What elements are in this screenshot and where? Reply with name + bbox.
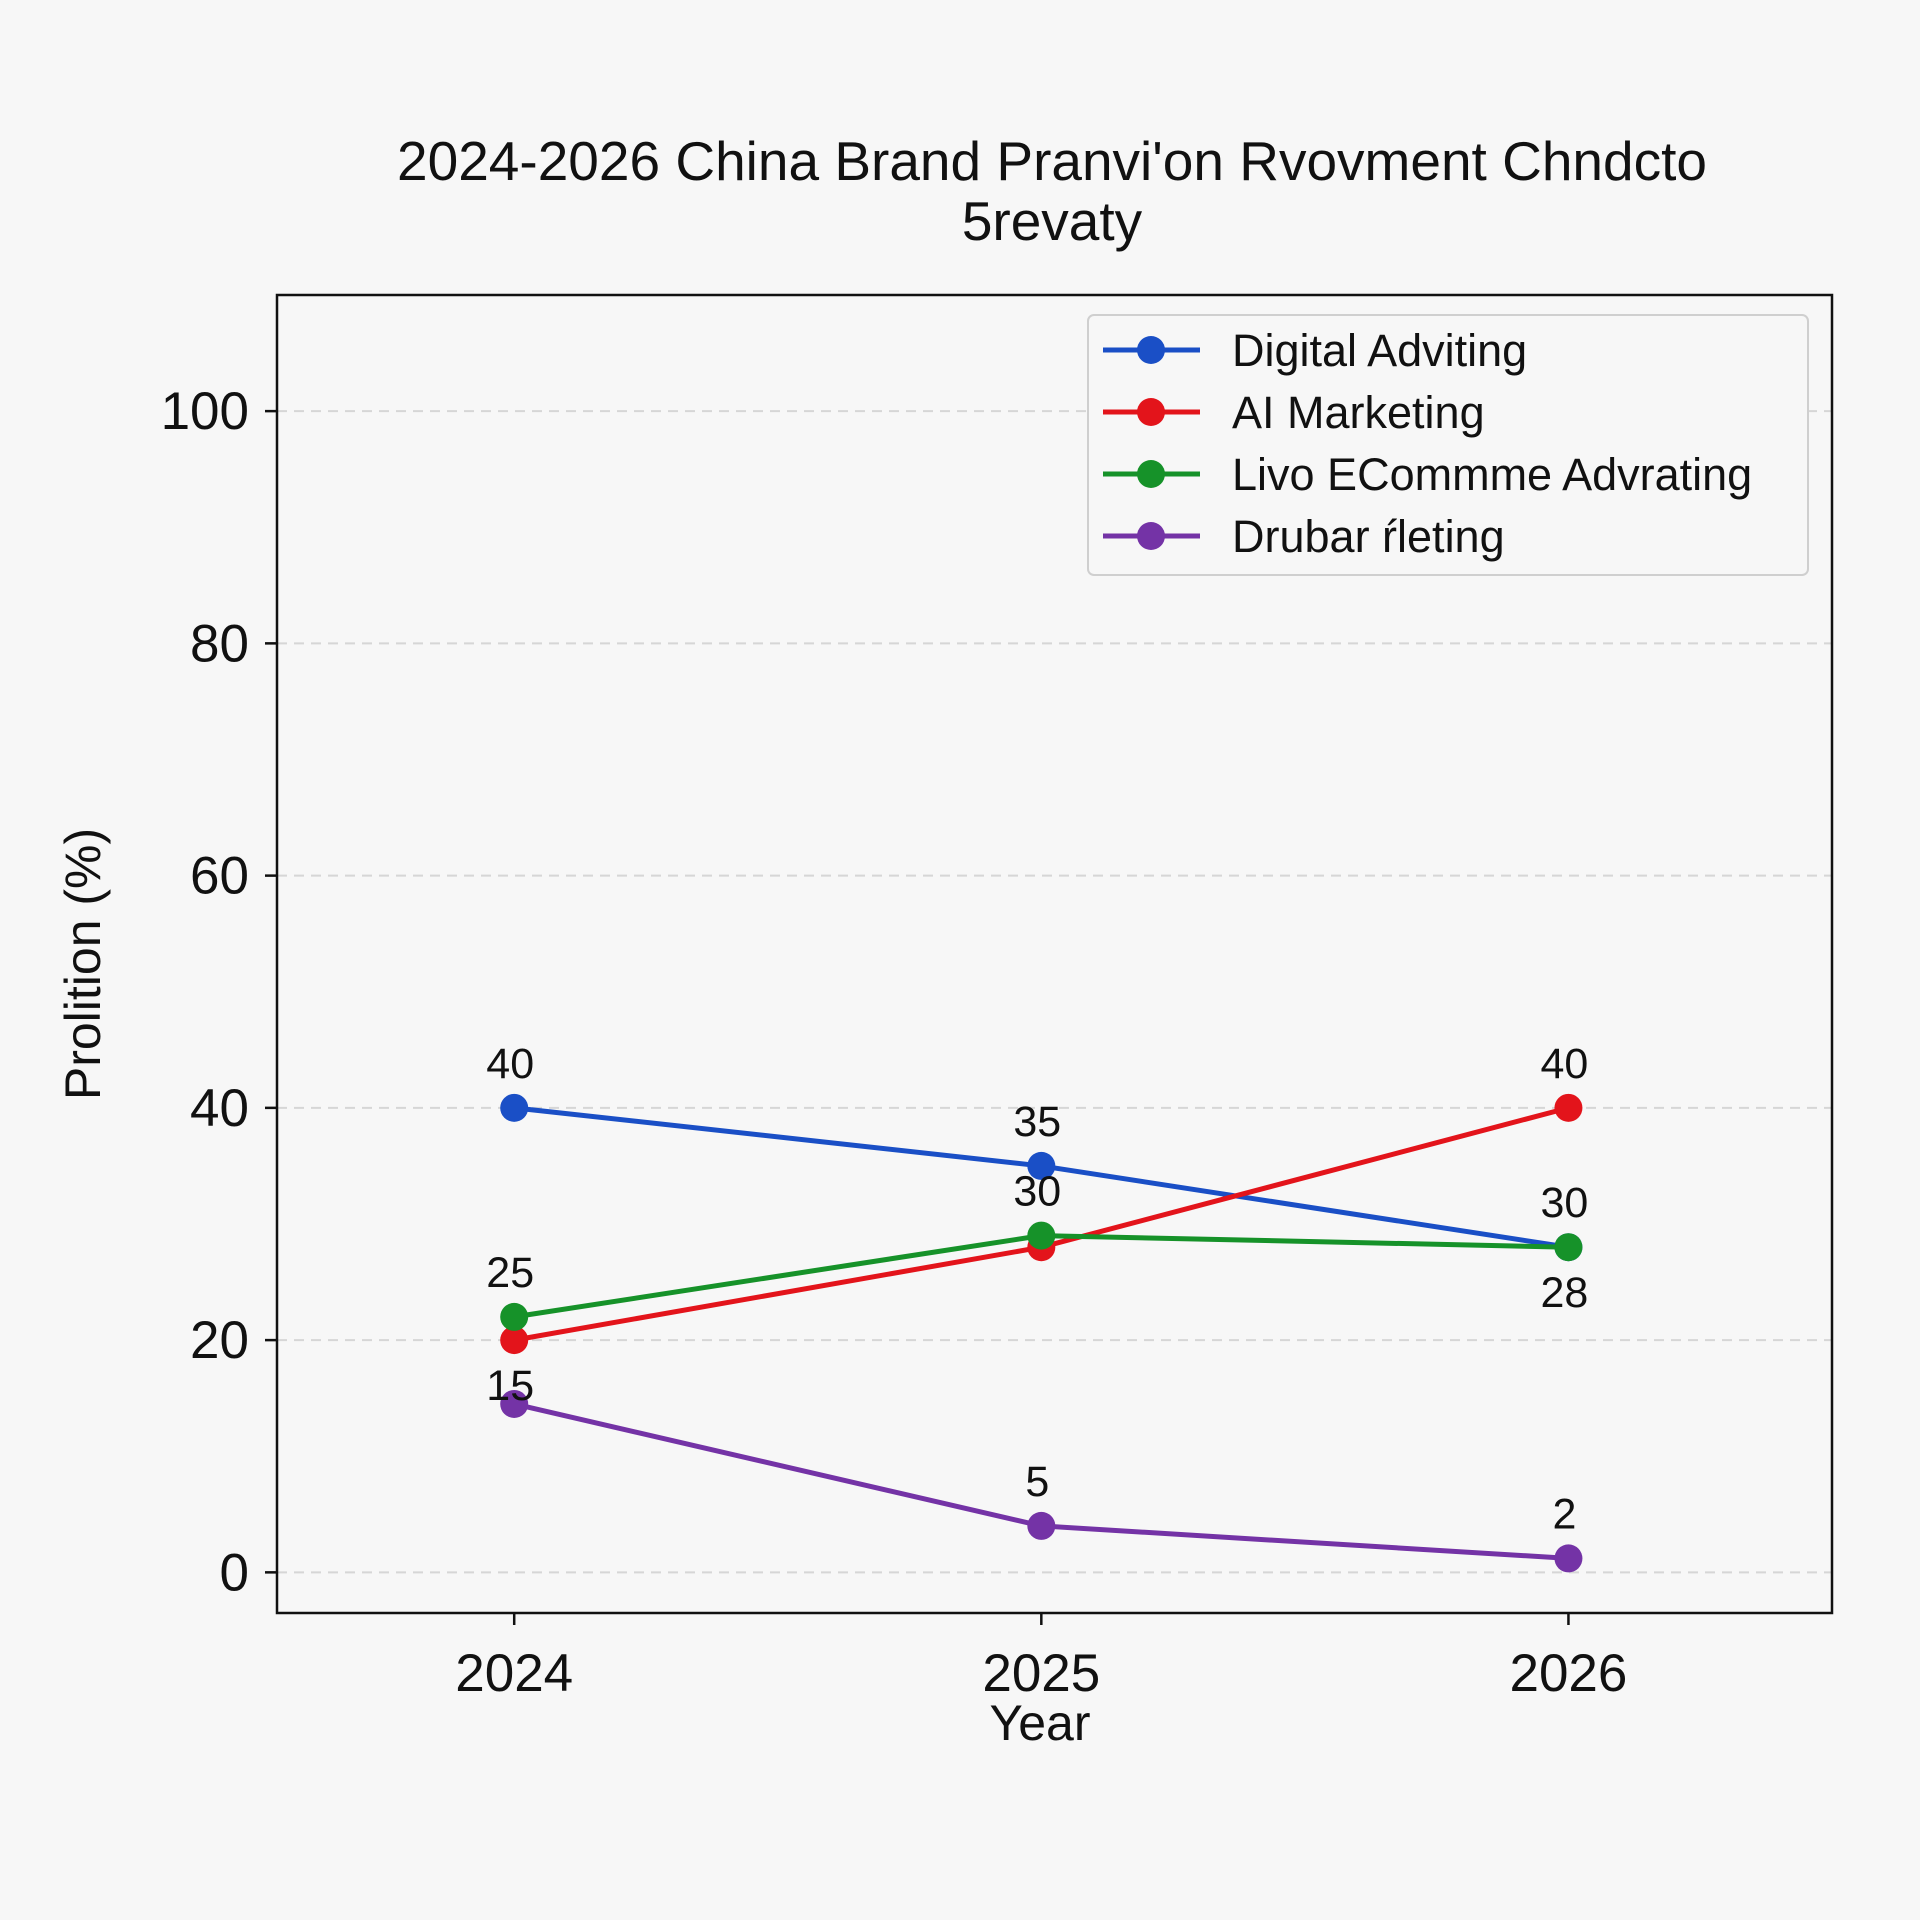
y-axis-label: Prolition (%) xyxy=(55,828,111,1100)
legend-item: AI Marketing xyxy=(1103,387,1485,438)
chart-subtitle: 5revaty xyxy=(962,190,1143,252)
y-axis: 0 20 40 60 80 100 xyxy=(161,382,277,1602)
y-tick-label: 60 xyxy=(190,847,249,906)
data-label: 5 xyxy=(1025,1458,1049,1506)
x-axis-label: Year xyxy=(989,1695,1090,1751)
data-point xyxy=(1027,1151,1056,1180)
chart-title: 2024-2026 China Brand Pranvi'on Rvovment… xyxy=(397,130,1707,192)
legend-item: Digital Adviting xyxy=(1103,325,1527,376)
data-label: 35 xyxy=(1013,1098,1061,1146)
legend-swatch-marker xyxy=(1137,336,1165,364)
legend-label: AI Marketing xyxy=(1232,387,1485,438)
data-point xyxy=(1554,1093,1583,1122)
legend-item: Livo ECommme Advrating xyxy=(1103,449,1752,500)
y-tick-label: 100 xyxy=(161,382,249,441)
y-tick-label: 0 xyxy=(220,1543,249,1602)
y-tick-label: 20 xyxy=(190,1311,249,1370)
legend-swatch-marker xyxy=(1137,398,1165,426)
data-point xyxy=(1554,1233,1583,1262)
legend-items: Digital Adviting AI Marketing Livo ECommme… xyxy=(1103,325,1752,562)
legend-swatch-marker xyxy=(1137,522,1165,550)
legend-label: Livo ECommme Advrating xyxy=(1232,449,1752,500)
legend-label: Digital Adviting xyxy=(1232,325,1527,376)
y-tick-label: 40 xyxy=(190,1079,249,1138)
data-point xyxy=(500,1326,529,1355)
series-layer xyxy=(500,1093,1583,1573)
x-tick-label: 2026 xyxy=(1509,1644,1627,1703)
data-label: 40 xyxy=(486,1040,534,1088)
data-point xyxy=(500,1093,529,1122)
x-axis: 2024 2025 2026 xyxy=(455,1613,1627,1703)
series-3 xyxy=(500,1221,1583,1331)
data-point xyxy=(1027,1511,1056,1540)
x-tick-label: 2024 xyxy=(455,1644,573,1703)
data-point xyxy=(500,1389,529,1418)
data-label: 28 xyxy=(1541,1269,1589,1317)
data-label: 2 xyxy=(1552,1490,1576,1538)
data-label: 15 xyxy=(486,1362,534,1410)
data-label: 30 xyxy=(1541,1179,1589,1227)
y-tick-label: 80 xyxy=(190,614,249,673)
plot-frame xyxy=(275,293,1834,1615)
data-label: 25 xyxy=(486,1249,534,1297)
x-tick-label: 2025 xyxy=(982,1644,1100,1703)
legend: Digital Adviting AI Marketing Livo ECommme… xyxy=(1087,314,1809,576)
data-label: 30 xyxy=(1013,1168,1061,1216)
series-4 xyxy=(500,1389,1583,1573)
legend-label: Drubar ŕleting xyxy=(1232,511,1505,562)
data-point xyxy=(1027,1221,1056,1250)
data-point xyxy=(500,1302,529,1331)
data-label: 40 xyxy=(1541,1040,1589,1088)
data-labels: 40 35 15 40 25 30 30 28 5 2 xyxy=(486,1040,1588,1539)
legend-item: Drubar ŕleting xyxy=(1103,511,1505,562)
data-point xyxy=(1554,1544,1583,1573)
legend-box xyxy=(1087,314,1809,576)
legend-swatch-marker xyxy=(1137,460,1165,488)
